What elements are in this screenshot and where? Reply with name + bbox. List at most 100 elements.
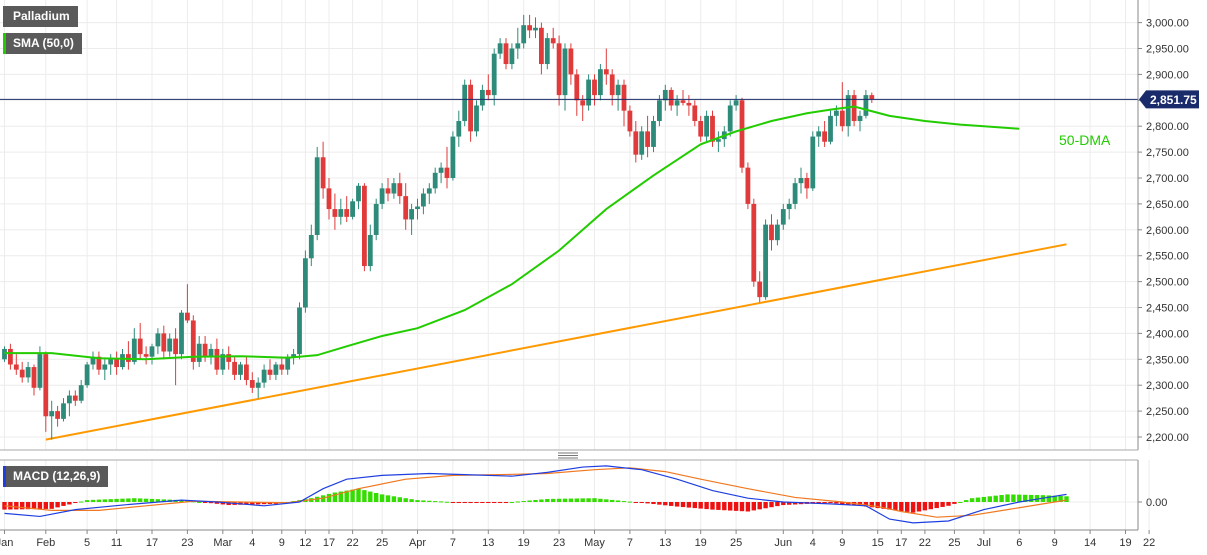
histogram-bar	[562, 498, 568, 502]
histogram-bar	[574, 498, 579, 502]
y-tick-label: 3,000.00	[1146, 18, 1189, 30]
histogram-bar	[31, 502, 37, 510]
candle	[645, 115, 650, 158]
candle	[792, 178, 798, 210]
y-tick-label: 2,700.00	[1146, 173, 1189, 185]
macd-grid	[0, 460, 1150, 530]
candle	[763, 219, 768, 300]
candle	[816, 126, 822, 147]
histogram-bar	[899, 502, 904, 512]
candle	[733, 95, 739, 111]
candle	[232, 356, 237, 381]
histogram-bar	[769, 502, 774, 508]
histogram-bar	[916, 502, 922, 512]
histogram-bar	[975, 497, 981, 502]
candle	[415, 198, 420, 220]
candle	[49, 400, 55, 440]
histogram-bar	[1046, 495, 1051, 502]
macd-indicator-label[interactable]: MACD (12,26,9)	[3, 466, 109, 487]
histogram-bar	[208, 502, 214, 504]
candle	[769, 214, 774, 251]
histogram-bar	[1064, 496, 1069, 502]
candle	[828, 110, 833, 145]
candle	[639, 126, 645, 160]
histogram-bar	[261, 502, 267, 505]
candle	[13, 354, 19, 375]
histogram-bar	[438, 501, 444, 503]
histogram-bar	[781, 502, 786, 506]
histogram-bar	[568, 498, 574, 502]
histogram-bar	[881, 502, 886, 509]
candle	[391, 178, 397, 199]
candle	[297, 302, 302, 360]
x-tick-label: 4	[249, 537, 255, 549]
histogram-bar	[37, 502, 43, 510]
macd-y-axis: 0.00	[1138, 497, 1167, 509]
histogram-bar	[722, 502, 727, 511]
sma-indicator-label[interactable]: SMA (50,0)	[3, 33, 82, 54]
histogram-bar	[592, 498, 597, 502]
candle	[185, 284, 190, 324]
histogram-bar	[368, 491, 373, 502]
histogram-bar	[492, 502, 497, 503]
candle	[314, 146, 320, 241]
candle	[550, 27, 556, 49]
candle	[421, 188, 426, 215]
x-tick-label: Jul	[977, 537, 991, 549]
histogram-bar	[792, 502, 798, 505]
histogram-bar	[887, 502, 892, 510]
histogram-bar	[680, 502, 686, 508]
candle	[238, 361, 243, 381]
candle	[102, 359, 108, 381]
x-tick-label: 19	[518, 537, 530, 549]
histogram-bar	[374, 492, 379, 502]
candle	[474, 100, 479, 137]
histogram-bar	[362, 490, 367, 502]
histogram-bar	[1052, 495, 1057, 502]
histogram-bar	[745, 502, 751, 512]
candle	[857, 110, 863, 132]
histogram-bar	[545, 498, 550, 502]
x-tick-label: Apr	[409, 537, 426, 549]
x-tick-label: 14	[1084, 537, 1096, 549]
histogram-bar	[155, 499, 161, 502]
histogram-bar	[958, 502, 963, 503]
histogram-bar	[698, 502, 703, 509]
histogram-bar	[828, 502, 833, 503]
candle	[657, 95, 662, 127]
histogram-bar	[910, 502, 916, 513]
candle	[586, 74, 591, 111]
histogram-bar	[108, 499, 113, 502]
histogram-bar	[993, 495, 998, 502]
candle	[385, 178, 391, 202]
instrument-label: Palladium	[3, 6, 78, 27]
candle	[497, 38, 503, 59]
candle	[751, 198, 757, 287]
candle	[686, 95, 692, 116]
histogram-bar	[356, 488, 361, 502]
x-tick-label: 4	[810, 537, 816, 549]
histogram-bar	[669, 502, 674, 506]
histogram-bar	[1023, 494, 1028, 502]
panel-resize-handle[interactable]	[558, 452, 578, 459]
candle	[485, 74, 491, 101]
histogram-bar	[952, 502, 957, 504]
histogram-bar	[114, 498, 119, 502]
histogram-bar	[674, 502, 680, 507]
candle	[126, 341, 131, 370]
candle	[839, 82, 845, 132]
trendline-segment	[45, 243, 1067, 441]
candle	[149, 343, 155, 365]
histogram-bar	[480, 502, 485, 503]
x-tick-label: 12	[299, 537, 311, 549]
candle	[373, 198, 379, 241]
candle	[161, 325, 167, 360]
histogram-bar	[686, 502, 692, 508]
candle	[704, 110, 709, 142]
histogram-bar	[663, 502, 668, 506]
histogram-bar	[757, 502, 762, 510]
y-tick-label: 2,400.00	[1146, 328, 1189, 340]
histogram-bar	[385, 495, 391, 502]
x-tick-label: 13	[659, 537, 671, 549]
